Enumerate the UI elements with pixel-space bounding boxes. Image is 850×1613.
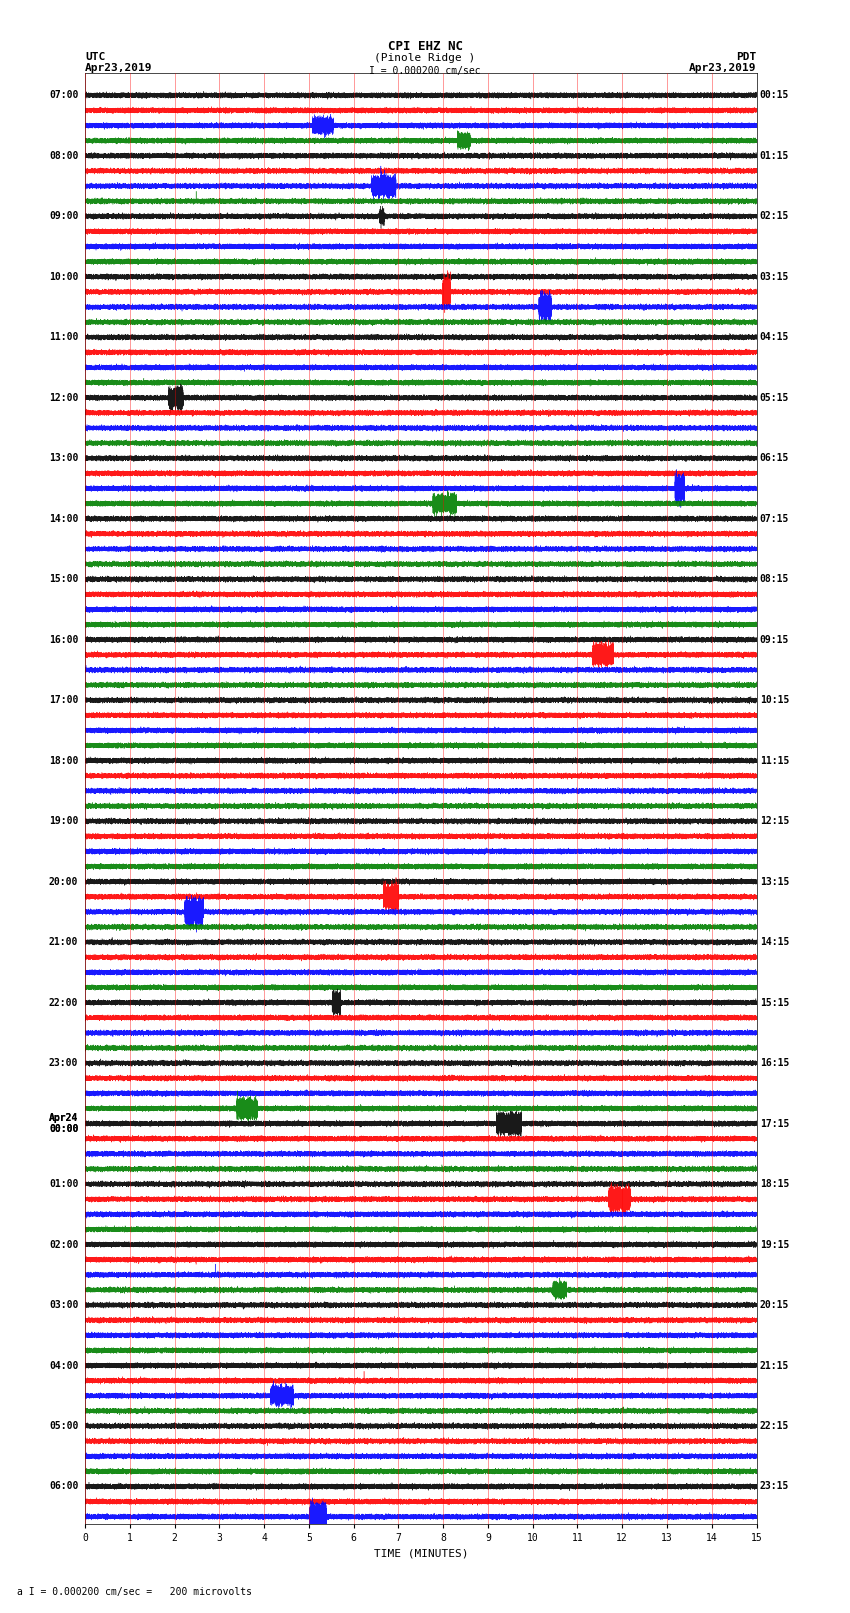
Text: (Pinole Ridge ): (Pinole Ridge ) [374, 53, 476, 63]
Text: 08:00: 08:00 [49, 150, 78, 161]
Text: 06:00: 06:00 [49, 1481, 78, 1492]
Text: 03:00: 03:00 [49, 1300, 78, 1310]
Text: 11:00: 11:00 [49, 332, 78, 342]
Text: 00:15: 00:15 [760, 90, 790, 100]
Text: 20:00: 20:00 [49, 876, 78, 887]
Text: 20:15: 20:15 [760, 1300, 790, 1310]
Text: 14:00: 14:00 [49, 513, 78, 524]
Text: 02:00: 02:00 [49, 1239, 78, 1250]
Text: 16:00: 16:00 [49, 634, 78, 645]
Text: 09:00: 09:00 [49, 211, 78, 221]
Text: 10:15: 10:15 [760, 695, 790, 705]
Text: 22:15: 22:15 [760, 1421, 790, 1431]
Text: 08:15: 08:15 [760, 574, 790, 584]
Text: 18:00: 18:00 [49, 755, 78, 766]
Text: 03:15: 03:15 [760, 271, 790, 282]
Text: UTC
Apr23,2019: UTC Apr23,2019 [85, 52, 152, 73]
Text: 23:00: 23:00 [49, 1058, 78, 1068]
Text: 21:15: 21:15 [760, 1360, 790, 1371]
Text: 19:15: 19:15 [760, 1239, 790, 1250]
Text: 11:15: 11:15 [760, 755, 790, 766]
Text: 16:15: 16:15 [760, 1058, 790, 1068]
Text: 17:00: 17:00 [49, 695, 78, 705]
Text: I = 0.000200 cm/sec: I = 0.000200 cm/sec [369, 66, 481, 76]
Text: 07:15: 07:15 [760, 513, 790, 524]
Text: 05:15: 05:15 [760, 392, 790, 403]
Text: 01:00: 01:00 [49, 1179, 78, 1189]
Text: 17:15: 17:15 [760, 1118, 790, 1129]
Text: 09:15: 09:15 [760, 634, 790, 645]
Text: 15:15: 15:15 [760, 997, 790, 1008]
Text: 13:15: 13:15 [760, 876, 790, 887]
Text: Apr24
00:00: Apr24 00:00 [49, 1113, 78, 1134]
Text: 15:00: 15:00 [49, 574, 78, 584]
Text: 07:00: 07:00 [49, 90, 78, 100]
Text: 04:00: 04:00 [49, 1360, 78, 1371]
Text: 12:00: 12:00 [49, 392, 78, 403]
Text: PDT
Apr23,2019: PDT Apr23,2019 [689, 52, 756, 73]
Text: 05:00: 05:00 [49, 1421, 78, 1431]
Text: Apr24
00:00: Apr24 00:00 [49, 1113, 78, 1134]
Text: 22:00: 22:00 [49, 997, 78, 1008]
Text: 19:00: 19:00 [49, 816, 78, 826]
Text: CPI EHZ NC: CPI EHZ NC [388, 40, 462, 53]
Text: 04:15: 04:15 [760, 332, 790, 342]
Text: 06:15: 06:15 [760, 453, 790, 463]
X-axis label: TIME (MINUTES): TIME (MINUTES) [373, 1548, 468, 1558]
Text: 13:00: 13:00 [49, 453, 78, 463]
Text: 21:00: 21:00 [49, 937, 78, 947]
Text: 23:15: 23:15 [760, 1481, 790, 1492]
Text: 12:15: 12:15 [760, 816, 790, 826]
Text: 10:00: 10:00 [49, 271, 78, 282]
Text: a I = 0.000200 cm/sec =   200 microvolts: a I = 0.000200 cm/sec = 200 microvolts [17, 1587, 252, 1597]
Text: 02:15: 02:15 [760, 211, 790, 221]
Text: 14:15: 14:15 [760, 937, 790, 947]
Text: 01:15: 01:15 [760, 150, 790, 161]
Text: 18:15: 18:15 [760, 1179, 790, 1189]
